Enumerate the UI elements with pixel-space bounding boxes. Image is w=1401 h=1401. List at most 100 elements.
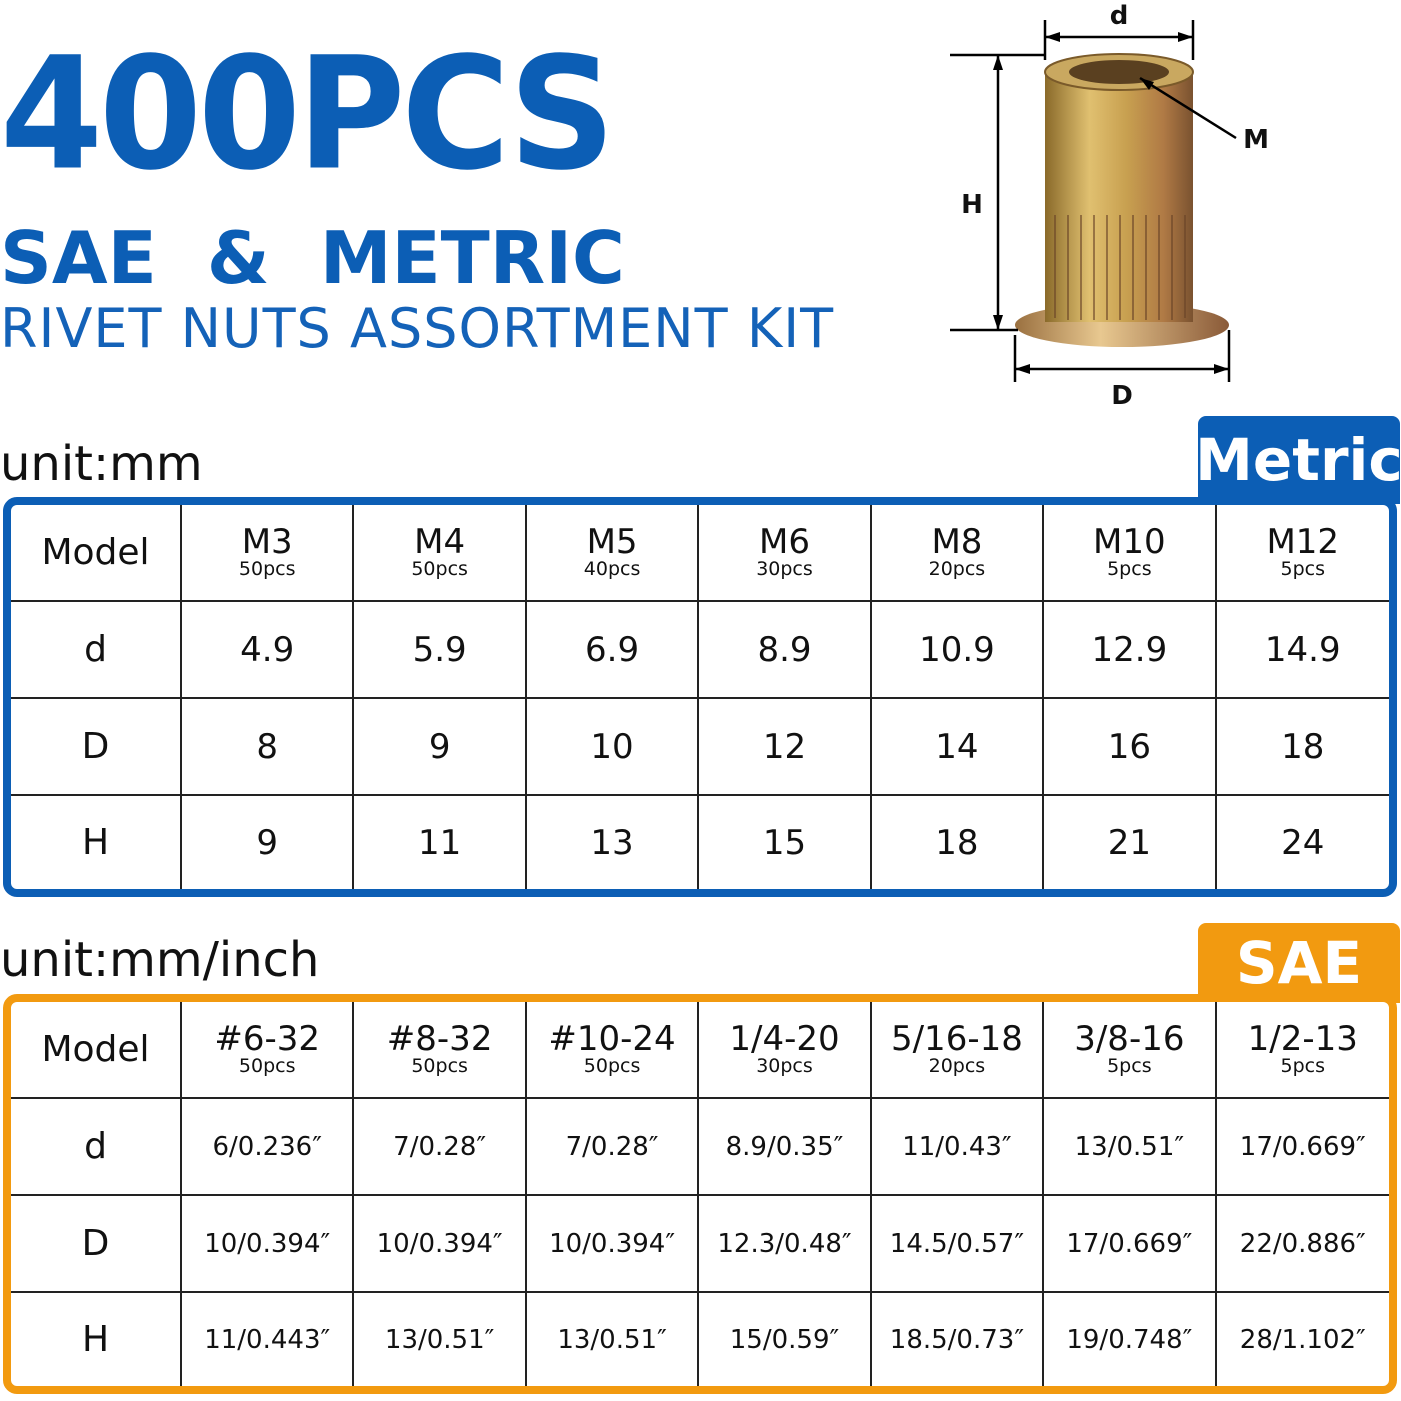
table-cell: 12.3/0.48″ bbox=[699, 1196, 872, 1293]
label-d: d bbox=[1110, 1, 1129, 31]
table-cell: 9 bbox=[182, 796, 355, 889]
row-header: H bbox=[11, 796, 182, 889]
table-box: Model #6-32 50pcs #8-32 50pcs #10-24 50pcs 1/4-… bbox=[3, 994, 1397, 1394]
header-cell: 1/2-13 5pcs bbox=[1216, 1002, 1389, 1099]
model-qty: 40pcs bbox=[583, 558, 641, 581]
table-cell: 6.9 bbox=[526, 602, 700, 699]
header-cell: M6 30pcs bbox=[699, 505, 872, 602]
table-cell: 10/0.394″ bbox=[354, 1196, 527, 1293]
table-cell: 9 bbox=[354, 699, 527, 796]
header-cell: M3 50pcs bbox=[182, 505, 355, 602]
table-cell: 11/0.43″ bbox=[871, 1099, 1045, 1196]
table-cell: 13 bbox=[527, 796, 700, 889]
row-header: d bbox=[11, 1099, 182, 1196]
table-box: Model M3 50pcs M4 50pcs M5 40pcs M6 30pcs M8 20pcs… bbox=[3, 497, 1397, 897]
unit-label: unit:mm bbox=[0, 436, 203, 492]
table-cell: 10/0.394″ bbox=[526, 1196, 700, 1293]
header-cell: #10-24 50pcs bbox=[526, 1002, 700, 1099]
model-qty: 30pcs bbox=[756, 1055, 813, 1078]
model-name: 3/8-16 bbox=[1074, 1019, 1185, 1060]
table-cell: 7/0.28″ bbox=[526, 1099, 700, 1196]
model-qty: 5pcs bbox=[1107, 558, 1152, 581]
table-cell: 16 bbox=[1044, 699, 1217, 796]
table-cell: 17/0.669″ bbox=[1216, 1099, 1389, 1196]
table-cell: 13/0.51″ bbox=[1044, 1099, 1217, 1196]
model-qty: 50pcs bbox=[238, 1055, 296, 1078]
model-name: 5/16-18 bbox=[890, 1019, 1023, 1060]
model-name: #8-32 bbox=[386, 1019, 493, 1060]
model-name: #10-24 bbox=[548, 1019, 676, 1060]
table-cell: 14.5/0.57″ bbox=[871, 1196, 1045, 1293]
table-cell: 8.9/0.35″ bbox=[699, 1099, 872, 1196]
title: 400PCS bbox=[0, 23, 615, 205]
header-cell: #8-32 50pcs bbox=[354, 1002, 527, 1099]
model-name: 1/4-20 bbox=[729, 1019, 840, 1060]
header-cell: #6-32 50pcs bbox=[182, 1002, 355, 1099]
table-cell: 17/0.669″ bbox=[1044, 1196, 1217, 1293]
header-cell: M5 40pcs bbox=[526, 505, 700, 602]
model-name: M5 bbox=[586, 522, 638, 563]
table-cell: 18.5/0.73″ bbox=[872, 1293, 1045, 1386]
table-cell: 7/0.28″ bbox=[354, 1099, 527, 1196]
table: Model M3 50pcs M4 50pcs M5 40pcs M6 30pcs M8 20pcs… bbox=[11, 505, 1389, 889]
model-qty: 50pcs bbox=[583, 1055, 641, 1078]
header-cell: Model bbox=[11, 1002, 182, 1099]
table-cell: 15 bbox=[699, 796, 872, 889]
model-name: M3 bbox=[241, 522, 293, 563]
header-cell: 3/8-16 5pcs bbox=[1044, 1002, 1217, 1099]
thread-hole bbox=[1069, 60, 1169, 84]
table-cell: 12.9 bbox=[1044, 602, 1217, 699]
model-qty: 5pcs bbox=[1280, 558, 1326, 581]
model-name: #6-32 bbox=[214, 1019, 321, 1060]
table-cell: 10.9 bbox=[871, 602, 1045, 699]
model-name: M10 bbox=[1093, 522, 1166, 563]
table-cell: 5.9 bbox=[354, 602, 527, 699]
header-cell: 5/16-18 20pcs bbox=[871, 1002, 1045, 1099]
table-cell: 10/0.394″ bbox=[182, 1196, 355, 1293]
table-cell: 15/0.59″ bbox=[699, 1293, 872, 1386]
subtitle: SAE & METRIC bbox=[0, 216, 625, 300]
unit-label: unit:mm/inch bbox=[0, 932, 320, 988]
tagline: RIVET NUTS ASSORTMENT KIT bbox=[0, 297, 835, 360]
table-cell: 19/0.748″ bbox=[1044, 1293, 1217, 1386]
table-cell: 13/0.51″ bbox=[354, 1293, 527, 1386]
model-qty: 5pcs bbox=[1107, 1055, 1152, 1078]
header-cell: M12 5pcs bbox=[1216, 505, 1389, 602]
table-cell: 28/1.102″ bbox=[1239, 1324, 1366, 1355]
badge: Metric bbox=[1195, 416, 1401, 504]
model-qty: 50pcs bbox=[238, 558, 296, 581]
table-cell: 13/0.51″ bbox=[527, 1293, 700, 1386]
model-name: M4 bbox=[414, 522, 466, 563]
table-cell: 12 bbox=[699, 699, 872, 796]
row-header: H bbox=[11, 1293, 182, 1386]
header-cell: 1/4-20 30pcs bbox=[699, 1002, 872, 1099]
table-cell: 4.9 bbox=[182, 602, 355, 699]
model-name: 1/2-13 bbox=[1247, 1019, 1358, 1060]
rivet-nut-diagram: d M H D bbox=[950, 1, 1269, 410]
label-m: M bbox=[1243, 125, 1269, 155]
model-qty: 50pcs bbox=[411, 1055, 468, 1078]
table-cell: 24 bbox=[1281, 822, 1325, 863]
table-cell: 18 bbox=[872, 796, 1045, 889]
table-cell: 11/0.443″ bbox=[182, 1293, 355, 1386]
arrowheads bbox=[993, 32, 1229, 374]
model-qty: 20pcs bbox=[928, 1055, 986, 1078]
table-cell: 6/0.236″ bbox=[182, 1099, 355, 1196]
header-cell: M10 5pcs bbox=[1044, 505, 1217, 602]
model-qty: 5pcs bbox=[1280, 1055, 1326, 1078]
table-cell: 18 bbox=[1216, 699, 1389, 796]
row-header: D bbox=[11, 1196, 182, 1293]
label-big-d: D bbox=[1111, 381, 1133, 410]
table-cell: 10 bbox=[526, 699, 700, 796]
badge: SAE bbox=[1198, 923, 1400, 1003]
model-qty: 50pcs bbox=[411, 558, 468, 581]
header-cell: M8 20pcs bbox=[871, 505, 1045, 602]
table-cell: 8 bbox=[182, 699, 355, 796]
model-name: M12 bbox=[1266, 522, 1340, 563]
table-cell: 14 bbox=[871, 699, 1045, 796]
dimension-lines bbox=[950, 20, 1237, 382]
row-header: D bbox=[11, 699, 182, 796]
table-cell: 21 bbox=[1044, 796, 1217, 889]
knurling bbox=[1054, 215, 1186, 320]
